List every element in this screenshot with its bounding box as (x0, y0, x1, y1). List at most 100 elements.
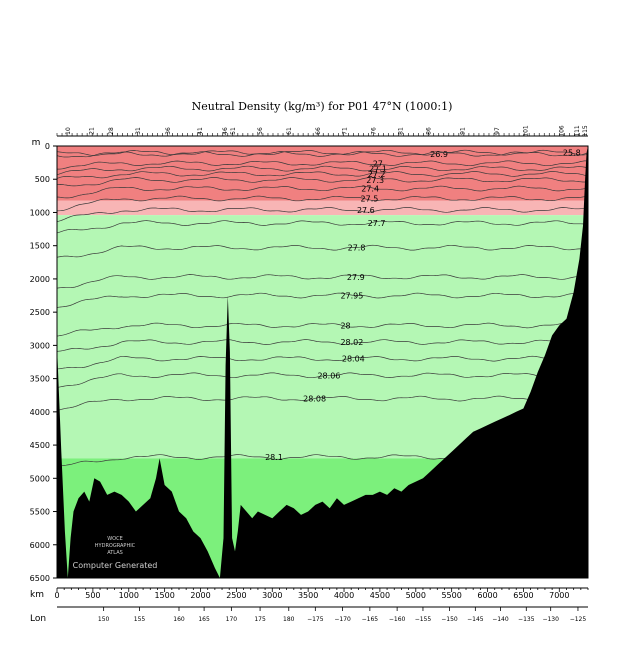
contour-line (56, 149, 589, 156)
station-label: 71 (342, 127, 349, 135)
y-tick-label: 4000 (30, 408, 50, 417)
lon-tick-label: −155 (415, 616, 432, 623)
station-label: 61 (286, 127, 293, 135)
lon-tick-label: 170 (226, 616, 238, 623)
contour-line (56, 274, 589, 289)
y-tick-label: 5500 (30, 508, 50, 517)
y-tick-label: 1000 (30, 208, 50, 217)
station-label: 91 (459, 127, 466, 135)
credit-line-1: WOCE (107, 536, 123, 542)
lon-tick-label: −140 (492, 616, 509, 623)
contour-line (56, 372, 589, 388)
km-tick-label: 500 (85, 591, 100, 600)
y-tick-label: 4500 (30, 441, 50, 450)
chart-title: Neutral Density (kg/m³) for P01 47°N (10… (192, 100, 453, 113)
station-label: 36 (165, 127, 172, 135)
credit-line-4: Computer Generated (73, 561, 158, 570)
contour-line (56, 322, 588, 337)
km-tick-label: 5000 (406, 591, 426, 600)
lon-tick-label: 180 (283, 616, 295, 623)
y-tick-label: 6500 (30, 574, 50, 583)
station-label: 101 (523, 125, 530, 137)
contour-label: 27.3 (366, 176, 384, 185)
lon-tick-label: 155 (134, 616, 146, 623)
y-tick-label: 1500 (30, 242, 50, 251)
y-tick-label: 500 (35, 175, 50, 184)
density-band-2 (57, 215, 588, 459)
contour-label: 27.8 (348, 244, 366, 253)
y-tick-label: 0 (45, 142, 50, 151)
credit-stamp: WOCE HYDROGRAPHIC ATLAS Computer Generat… (73, 536, 158, 570)
plot-frame (56, 145, 589, 579)
contour-label: 25.8 (563, 149, 581, 158)
lon-tick-label: 175 (254, 616, 266, 623)
km-tick-label: 4000 (334, 591, 354, 600)
contour-line (56, 207, 589, 222)
km-tick-label: 5500 (441, 591, 461, 600)
station-label: 41 (197, 127, 204, 135)
station-label: 21 (88, 127, 95, 135)
contour-label: 27.2 (368, 170, 386, 179)
lon-tick-label: −130 (542, 616, 559, 623)
km-tick-label: 6500 (513, 591, 533, 600)
station-label: 28 (108, 127, 115, 135)
contour-line (57, 195, 589, 212)
km-tick-label: 2500 (226, 591, 246, 600)
station-label: 66 (315, 127, 322, 135)
km-tick-label: 6000 (477, 591, 497, 600)
km-tick-label: 1500 (154, 591, 174, 600)
station-label: 56 (257, 127, 264, 135)
contour-line (56, 171, 589, 179)
contour-line (56, 339, 589, 352)
lon-tick-label: −125 (570, 616, 587, 623)
contour-line (57, 160, 589, 170)
y-tick-label: 3000 (30, 341, 50, 350)
lon-tick-label: −175 (307, 616, 324, 623)
km-tick-label: 2000 (190, 591, 210, 600)
lon-tick-label: −165 (362, 616, 379, 623)
contour-label: 28 (340, 321, 350, 330)
contour-line (56, 395, 589, 412)
contour-label: 27.4 (361, 185, 379, 194)
lon-tick-label: 160 (173, 616, 185, 623)
contour-line (56, 292, 589, 308)
contour-line (56, 151, 589, 158)
seafloor-bathymetry (57, 146, 588, 578)
contour-line (56, 244, 589, 258)
lon-tick-label: 165 (198, 616, 210, 623)
contour-line (56, 185, 589, 199)
density-band-1 (57, 200, 588, 216)
station-label: 81 (398, 127, 405, 135)
lon-tick-label: −170 (334, 616, 351, 623)
station-label: 115 (582, 125, 589, 137)
contour-label: 28.06 (317, 371, 340, 380)
station-label: 97 (494, 127, 501, 135)
contour-line (56, 220, 589, 234)
credit-line-3: ATLAS (107, 550, 123, 556)
contour-label: 27.7 (368, 219, 386, 228)
y-tick-label: 3500 (30, 375, 50, 384)
station-label: 31 (135, 127, 142, 135)
km-tick-label: 7000 (549, 591, 569, 600)
station-label: 51 (230, 127, 237, 135)
contour-label: 27.6 (357, 206, 375, 215)
contour-label: 28.1 (265, 453, 283, 462)
km-tick-label: 1000 (119, 591, 139, 600)
km-tick-label: 0 (54, 591, 59, 600)
distance-unit-label: km (30, 590, 44, 600)
km-tick-label: 3500 (298, 591, 318, 600)
longitude-unit-label: Lon (30, 614, 46, 624)
lon-tick-label: −145 (467, 616, 484, 623)
lon-tick-label: 150 (98, 616, 110, 623)
y-tick-label: 5000 (30, 474, 50, 483)
lon-tick-label: −135 (518, 616, 535, 623)
y-tick-label: 2000 (30, 275, 50, 284)
contour-line (56, 355, 589, 370)
depth-unit-label: m (32, 138, 41, 148)
contour-label: 27.9 (347, 273, 365, 282)
credit-line-2: HYDROGRAPHIC (95, 543, 136, 549)
contour-label: 28.02 (340, 338, 363, 347)
station-label: 76 (370, 127, 377, 135)
